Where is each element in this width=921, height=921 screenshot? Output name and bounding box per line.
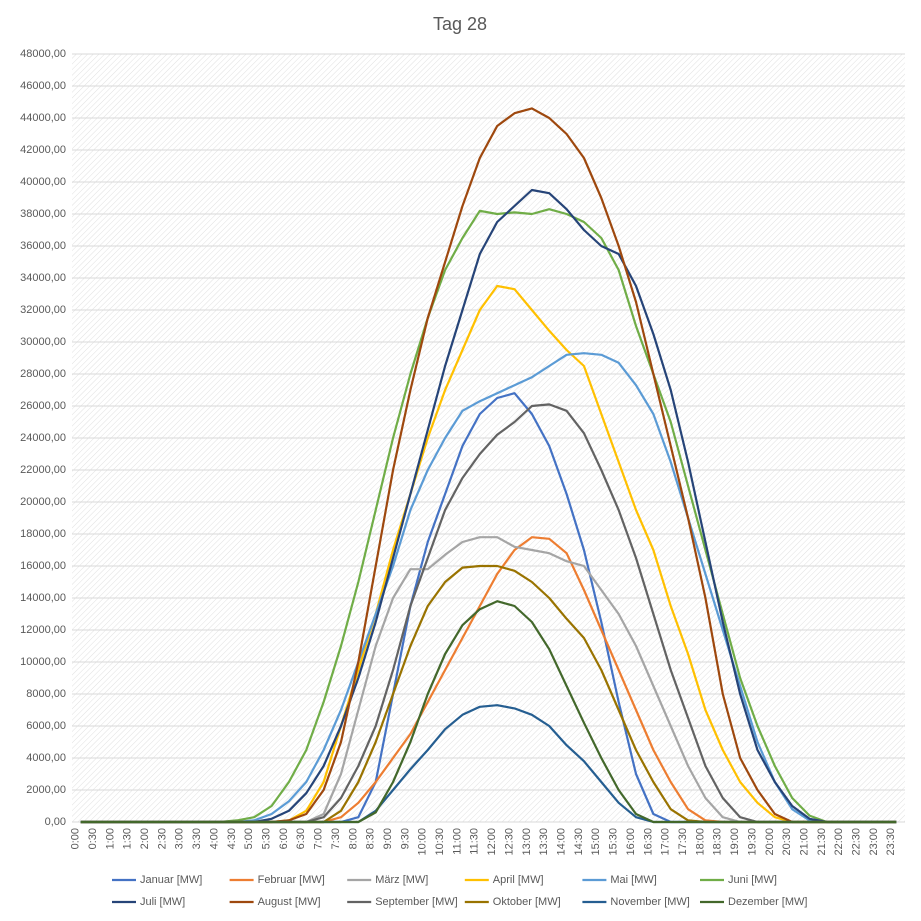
y-tick-label: 16000,00 <box>20 560 66 572</box>
x-tick-label: 19:30 <box>746 828 758 856</box>
x-tick-label: 10:00 <box>417 828 429 856</box>
x-tick-label: 3:30 <box>191 828 203 849</box>
x-tick-label: 1:30 <box>122 828 134 849</box>
x-tick-label: 10:30 <box>434 828 446 856</box>
x-tick-label: 16:30 <box>642 828 654 856</box>
x-tick-label: 0:30 <box>87 828 99 849</box>
y-tick-label: 18000,00 <box>20 528 66 540</box>
y-tick-label: 48000,00 <box>20 48 66 60</box>
x-tick-label: 21:30 <box>816 828 828 856</box>
x-tick-label: 1:00 <box>104 828 116 849</box>
x-tick-label: 12:00 <box>486 828 498 856</box>
x-tick-label: 22:30 <box>851 828 863 856</box>
y-tick-label: 22000,00 <box>20 464 66 476</box>
legend-label: Oktober [MW] <box>493 896 561 908</box>
x-tick-label: 20:00 <box>764 828 776 856</box>
y-tick-label: 14000,00 <box>20 592 66 604</box>
x-tick-label: 5:00 <box>243 828 255 849</box>
y-tick-label: 6000,00 <box>26 720 66 732</box>
y-tick-label: 2000,00 <box>26 784 66 796</box>
x-tick-label: 13:30 <box>538 828 550 856</box>
x-tick-label: 0:00 <box>70 828 82 849</box>
x-tick-label: 14:30 <box>573 828 585 856</box>
y-tick-label: 8000,00 <box>26 688 66 700</box>
legend-label: Februar [MW] <box>258 874 325 886</box>
legend-label: November [MW] <box>610 896 689 908</box>
chart-title: Tag 28 <box>433 14 487 34</box>
x-tick-label: 11:00 <box>451 828 463 855</box>
x-tick-label: 8:30 <box>365 828 377 849</box>
legend-label: Dezember [MW] <box>728 896 807 908</box>
x-tick-label: 17:00 <box>660 828 672 856</box>
series-line <box>80 600 897 824</box>
x-tick-label: 6:30 <box>295 828 307 849</box>
legend-label: Januar [MW] <box>140 874 202 886</box>
x-tick-label: 20:30 <box>781 828 793 856</box>
x-tick-label: 15:30 <box>608 828 620 856</box>
y-tick-label: 46000,00 <box>20 80 66 92</box>
y-tick-label: 0,00 <box>45 816 66 828</box>
y-tick-label: 32000,00 <box>20 304 66 316</box>
y-tick-label: 4000,00 <box>26 752 66 764</box>
x-tick-label: 3:00 <box>174 828 186 849</box>
y-tick-label: 38000,00 <box>20 208 66 220</box>
y-tick-label: 36000,00 <box>20 240 66 252</box>
legend-label: August [MW] <box>258 896 321 908</box>
x-tick-label: 22:00 <box>833 828 845 856</box>
x-tick-label: 7:30 <box>330 828 342 849</box>
x-tick-label: 12:30 <box>503 828 515 856</box>
x-tick-label: 4:30 <box>226 828 238 849</box>
legend-label: Mai [MW] <box>610 874 656 886</box>
legend-label: Juli [MW] <box>140 896 185 908</box>
x-tick-label: 11:30 <box>469 828 481 855</box>
legend-label: April [MW] <box>493 874 544 886</box>
x-tick-label: 2:00 <box>139 828 151 849</box>
x-tick-label: 14:00 <box>556 828 568 856</box>
y-tick-label: 10000,00 <box>20 656 66 668</box>
x-tick-label: 8:00 <box>347 828 359 849</box>
y-tick-label: 20000,00 <box>20 496 66 508</box>
x-tick-label: 9:30 <box>399 828 411 849</box>
x-tick-label: 17:30 <box>677 828 689 856</box>
y-tick-label: 40000,00 <box>20 176 66 188</box>
x-tick-label: 6:00 <box>278 828 290 849</box>
x-tick-label: 9:00 <box>382 828 394 849</box>
x-tick-label: 4:00 <box>208 828 220 849</box>
legend-label: März [MW] <box>375 874 428 886</box>
y-tick-label: 34000,00 <box>20 272 66 284</box>
legend-label: September [MW] <box>375 896 458 908</box>
y-tick-label: 12000,00 <box>20 624 66 636</box>
x-tick-label: 2:30 <box>156 828 168 849</box>
x-tick-label: 18:00 <box>694 828 706 856</box>
y-tick-label: 24000,00 <box>20 432 66 444</box>
x-tick-label: 15:00 <box>590 828 602 856</box>
y-tick-label: 30000,00 <box>20 336 66 348</box>
x-tick-label: 19:00 <box>729 828 741 856</box>
x-tick-label: 23:00 <box>868 828 880 856</box>
x-tick-label: 5:30 <box>260 828 272 849</box>
x-tick-label: 7:00 <box>313 828 325 849</box>
y-tick-label: 28000,00 <box>20 368 66 380</box>
y-tick-label: 26000,00 <box>20 400 66 412</box>
y-tick-label: 42000,00 <box>20 144 66 156</box>
x-tick-label: 16:00 <box>625 828 637 856</box>
legend-label: Juni [MW] <box>728 874 777 886</box>
x-tick-label: 13:00 <box>521 828 533 856</box>
x-tick-label: 21:00 <box>798 828 810 856</box>
y-tick-label: 44000,00 <box>20 112 66 124</box>
x-tick-label: 18:30 <box>712 828 724 856</box>
x-tick-label: 23:30 <box>885 828 897 856</box>
